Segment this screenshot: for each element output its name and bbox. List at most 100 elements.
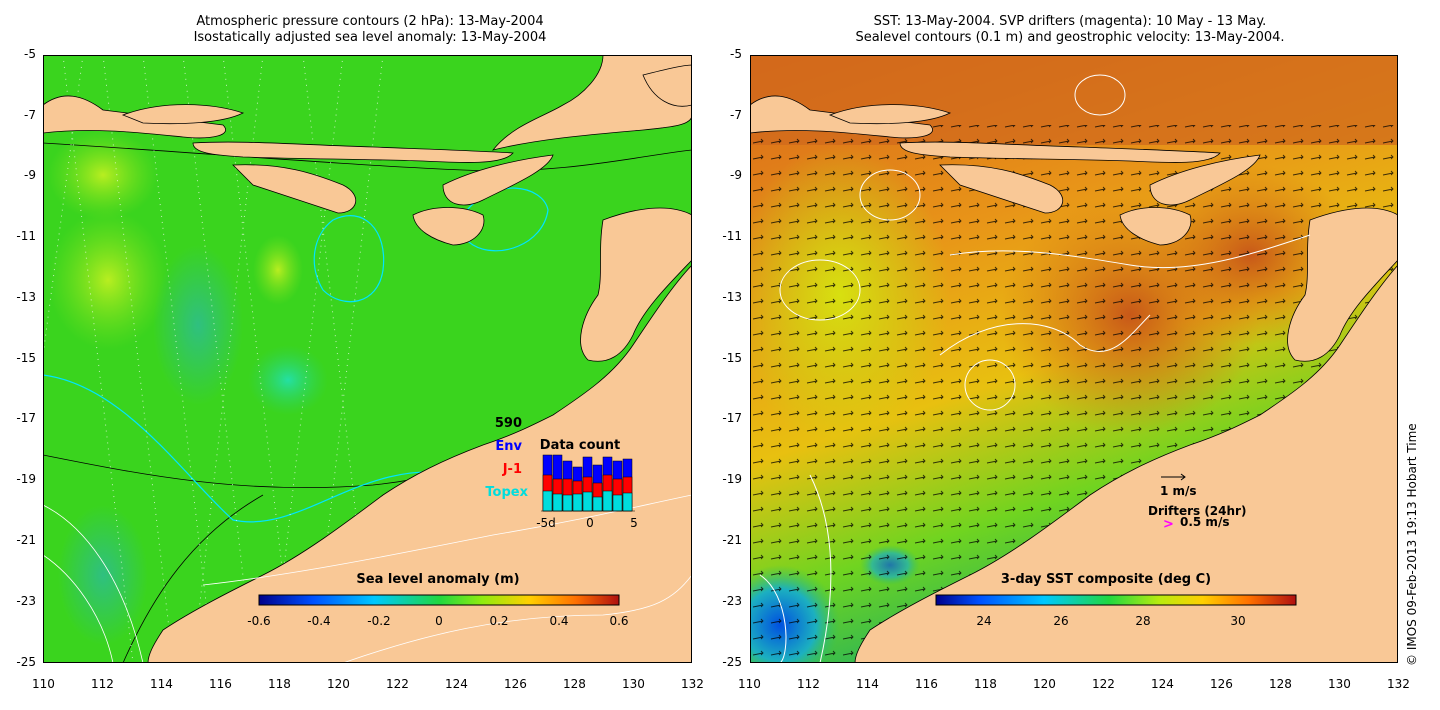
- x-tick-label: 132: [681, 677, 704, 691]
- x-tick-label: 128: [1269, 677, 1292, 691]
- y-tick-label: -17: [16, 411, 36, 425]
- sst-colorbar: [935, 594, 1297, 606]
- y-tick-label: -13: [722, 290, 742, 304]
- sla-low-central: [153, 245, 243, 405]
- data-count-legend: 590 Env J-1 Topex: [485, 416, 528, 500]
- x-tick-label: 120: [1033, 677, 1056, 691]
- y-tick-label: -5: [24, 47, 36, 61]
- sla-colorbar: [258, 594, 620, 606]
- velocity-scale-label: 1 m/s: [1160, 484, 1197, 498]
- y-tick-label: -23: [16, 594, 36, 608]
- right-map-title: SST: 13-May-2004. SVP drifters (magenta)…: [790, 14, 1350, 46]
- y-tick-label: -9: [24, 168, 36, 182]
- right-title-line1: SST: 13-May-2004. SVP drifters (magenta)…: [873, 14, 1267, 29]
- x-tick-label: 124: [445, 677, 468, 691]
- sst-tick-label: 24: [976, 614, 991, 628]
- histogram-x-ticks: -5d 0 5: [536, 516, 638, 530]
- legend-topex: Topex: [485, 485, 528, 500]
- drifters-label: Drifters (24hr): [1148, 504, 1246, 518]
- x-tick-label: 114: [150, 677, 173, 691]
- sla-tick-label: -0.4: [307, 614, 330, 628]
- x-tick-label: 122: [386, 677, 409, 691]
- left-title-line2: Isostatically adjusted sea level anomaly…: [193, 30, 547, 45]
- data-count-histogram: [541, 454, 635, 512]
- y-tick-label: -7: [730, 108, 742, 122]
- x-tick-label: 130: [622, 677, 645, 691]
- sst-colorbar-ticks: 24 26 28 30: [976, 614, 1245, 628]
- left-map-title: Atmospheric pressure contours (2 hPa): 1…: [130, 14, 610, 46]
- y-tick-label: -25: [722, 655, 742, 669]
- legend-j1: J-1: [502, 462, 522, 477]
- y-tick-label: -15: [16, 351, 36, 365]
- x-tick-label: 116: [915, 677, 938, 691]
- legend-count: 590: [495, 416, 522, 431]
- histogram-tick: 5: [630, 516, 638, 530]
- histogram-tick: 0: [586, 516, 594, 530]
- x-tick-label: 110: [32, 677, 55, 691]
- drifter-symbol: >: [1163, 517, 1174, 532]
- sla-low-eddy: [248, 345, 328, 415]
- drifter-speed: 0.5 m/s: [1180, 515, 1229, 529]
- x-tick-label: 110: [738, 677, 761, 691]
- sla-high-mid: [253, 235, 303, 305]
- x-tick-label: 120: [327, 677, 350, 691]
- left-title-line1: Atmospheric pressure contours (2 hPa): 1…: [196, 14, 544, 29]
- right-title-line2: Sealevel contours (0.1 m) and geostrophi…: [855, 30, 1285, 45]
- sla-tick-label: 0.2: [489, 614, 508, 628]
- sla-tick-label: 0.6: [609, 614, 628, 628]
- land: [43, 55, 692, 663]
- left-map-plot: Sea level anomaly (m) -0.6 -0.4 -0.2 0 0…: [43, 55, 692, 663]
- land: [750, 95, 1398, 663]
- y-tick-label: -21: [722, 533, 742, 547]
- pressure-contour: [122, 494, 264, 663]
- y-tick-label: -7: [24, 108, 36, 122]
- velocity-scale: 1 m/s: [1160, 473, 1197, 498]
- y-tick-label: -5: [730, 47, 742, 61]
- y-tick-label: -11: [722, 229, 742, 243]
- sst-tick-label: 30: [1230, 614, 1245, 628]
- legend-env: Env: [495, 439, 522, 454]
- sla-high-north: [48, 130, 158, 220]
- y-tick-label: -11: [16, 229, 36, 243]
- x-tick-label: 126: [1210, 677, 1233, 691]
- y-tick-label: -19: [16, 472, 36, 486]
- sla-tick-label: -0.2: [367, 614, 390, 628]
- sst-tick-label: 28: [1135, 614, 1150, 628]
- x-tick-label: 130: [1328, 677, 1351, 691]
- x-tick-label: 126: [504, 677, 527, 691]
- histogram-tick: -5d: [536, 516, 556, 530]
- legend-title: Data count: [540, 438, 620, 453]
- sla-high-west: [48, 210, 168, 350]
- y-tick-label: -15: [722, 351, 742, 365]
- imos-credit: © IMOS 09-Feb-2013 19:13 Hobart Time: [1405, 423, 1419, 666]
- x-tick-label: 112: [797, 677, 820, 691]
- x-tick-label: 122: [1092, 677, 1115, 691]
- x-tick-label: 118: [268, 677, 291, 691]
- x-tick-label: 116: [209, 677, 232, 691]
- y-tick-label: -13: [16, 290, 36, 304]
- y-tick-label: -9: [730, 168, 742, 182]
- y-tick-label: -17: [722, 411, 742, 425]
- x-tick-label: 114: [856, 677, 879, 691]
- y-tick-label: -23: [722, 594, 742, 608]
- right-map-plot: 1 m/s Drifters (24hr) > 0.5 m/s 3-day SS…: [750, 55, 1398, 663]
- x-tick-label: 128: [563, 677, 586, 691]
- sla-tick-label: -0.6: [247, 614, 270, 628]
- sla-colorbar-ticks: -0.6 -0.4 -0.2 0 0.2 0.4 0.6: [247, 614, 628, 628]
- sealevel-contours: [759, 74, 1311, 663]
- sst-colorbar-label: 3-day SST composite (deg C): [1001, 572, 1211, 587]
- y-tick-label: -19: [722, 472, 742, 486]
- x-tick-label: 118: [974, 677, 997, 691]
- sla-tick-label: 0: [435, 614, 443, 628]
- x-tick-label: 124: [1151, 677, 1174, 691]
- sla-low-sw: [58, 505, 148, 645]
- land-contours: [43, 494, 692, 663]
- pressure-contour: [43, 142, 692, 172]
- x-tick-label: 112: [91, 677, 114, 691]
- y-tick-label: -21: [16, 533, 36, 547]
- sst-tick-label: 26: [1053, 614, 1068, 628]
- sla-tick-label: 0.4: [549, 614, 568, 628]
- sla-colorbar-label: Sea level anomaly (m): [356, 572, 519, 587]
- y-tick-label: -25: [16, 655, 36, 669]
- x-tick-label: 132: [1387, 677, 1410, 691]
